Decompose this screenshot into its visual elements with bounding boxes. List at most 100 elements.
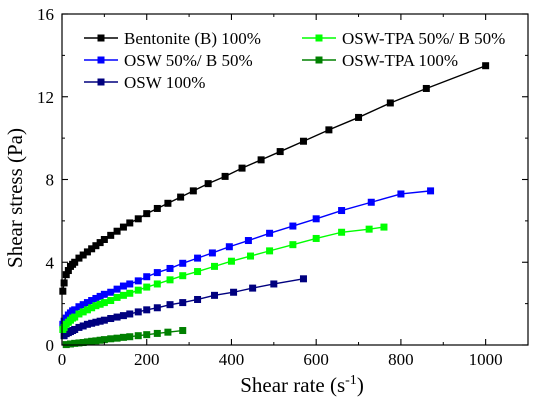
data-point	[96, 239, 104, 247]
data-point	[143, 210, 151, 218]
data-point	[143, 273, 151, 281]
x-tick-label: 400	[219, 350, 245, 369]
legend-label: OSW-TPA 50%/ B 50%	[342, 29, 505, 48]
data-point	[100, 290, 108, 298]
data-point	[75, 310, 83, 318]
x-axis-title-superscript: -1	[345, 373, 357, 388]
data-point	[126, 289, 134, 297]
data-point	[422, 84, 430, 92]
data-point	[88, 319, 96, 327]
x-tick-label: 1000	[469, 350, 503, 369]
x-tick-label: 200	[134, 350, 160, 369]
data-point	[153, 304, 161, 312]
data-point	[194, 268, 202, 276]
legend-item-0: Bentonite (B) 100%	[84, 29, 261, 48]
legend: Bentonite (B) 100% OSW 50%/ B 50% OSW 100%…	[84, 29, 505, 92]
data-point	[153, 204, 161, 212]
data-point	[289, 241, 297, 249]
series-line	[62, 226, 385, 330]
data-point	[126, 280, 134, 288]
x-tick-label: 600	[303, 350, 329, 369]
data-point	[126, 333, 134, 341]
data-point	[179, 299, 187, 307]
legend-item-4: OSW-TPA 100%	[302, 51, 458, 70]
y-tick-label: 12	[37, 88, 54, 107]
data-point	[79, 308, 87, 316]
data-point	[88, 337, 96, 345]
data-point	[107, 315, 115, 323]
data-point	[119, 312, 127, 320]
data-point	[338, 228, 346, 236]
data-point	[221, 172, 229, 180]
data-point	[179, 272, 187, 280]
data-point	[62, 271, 70, 279]
series-4	[62, 327, 187, 349]
data-point	[365, 225, 373, 233]
data-point	[92, 318, 100, 326]
data-point	[166, 264, 174, 272]
x-axis-title: Shear rate (s-1)	[240, 373, 364, 397]
data-point	[225, 243, 233, 251]
y-tick-label: 4	[46, 253, 55, 272]
legend-item-3: OSW-TPA 50%/ B 50%	[302, 29, 505, 48]
data-point	[249, 284, 257, 292]
legend-item-2: OSW 100%	[84, 73, 205, 92]
x-tick-label: 800	[388, 350, 414, 369]
data-point	[88, 297, 96, 305]
legend-swatch-marker	[97, 78, 105, 86]
data-point	[230, 288, 238, 296]
data-point	[164, 328, 172, 336]
data-point	[79, 339, 87, 347]
legend-label: OSW-TPA 100%	[342, 51, 458, 70]
data-point	[299, 275, 307, 283]
data-point	[166, 301, 174, 309]
data-point	[166, 276, 174, 284]
data-point	[143, 306, 151, 314]
axes: 0 200 400 600 800 1000 0 4 8 12 16	[37, 5, 529, 369]
data-point	[79, 322, 87, 330]
series-2	[60, 275, 307, 340]
data-point	[211, 291, 219, 299]
data-point	[59, 287, 67, 295]
legend-swatch-marker	[315, 56, 323, 64]
data-point	[60, 279, 68, 287]
data-point	[134, 215, 142, 223]
data-point	[257, 156, 265, 164]
data-point	[189, 187, 197, 195]
data-point	[299, 137, 307, 145]
data-point	[79, 301, 87, 309]
data-point	[92, 337, 100, 345]
data-point	[397, 190, 405, 198]
data-point	[179, 327, 187, 335]
data-point	[194, 295, 202, 303]
data-point	[79, 251, 87, 259]
data-point	[71, 325, 79, 333]
data-point	[482, 62, 490, 70]
data-point	[238, 164, 246, 172]
data-point	[107, 297, 115, 305]
data-point	[113, 293, 121, 301]
data-point	[266, 247, 274, 255]
data-point	[153, 269, 161, 277]
data-point	[134, 286, 142, 294]
data-point	[107, 288, 115, 296]
data-point	[100, 316, 108, 324]
data-point	[194, 254, 202, 262]
data-point	[325, 126, 333, 134]
data-point	[119, 282, 127, 290]
data-point	[83, 338, 91, 346]
data-point	[107, 335, 115, 343]
data-point	[100, 336, 108, 344]
data-point	[134, 308, 142, 316]
data-point	[96, 317, 104, 325]
data-point	[113, 285, 121, 293]
data-point	[266, 229, 274, 237]
data-point	[83, 306, 91, 314]
data-point	[119, 223, 127, 231]
data-point	[143, 283, 151, 291]
plot-area	[59, 62, 490, 349]
x-tick-label: 0	[58, 350, 67, 369]
data-point	[71, 339, 79, 347]
data-point	[83, 248, 91, 256]
